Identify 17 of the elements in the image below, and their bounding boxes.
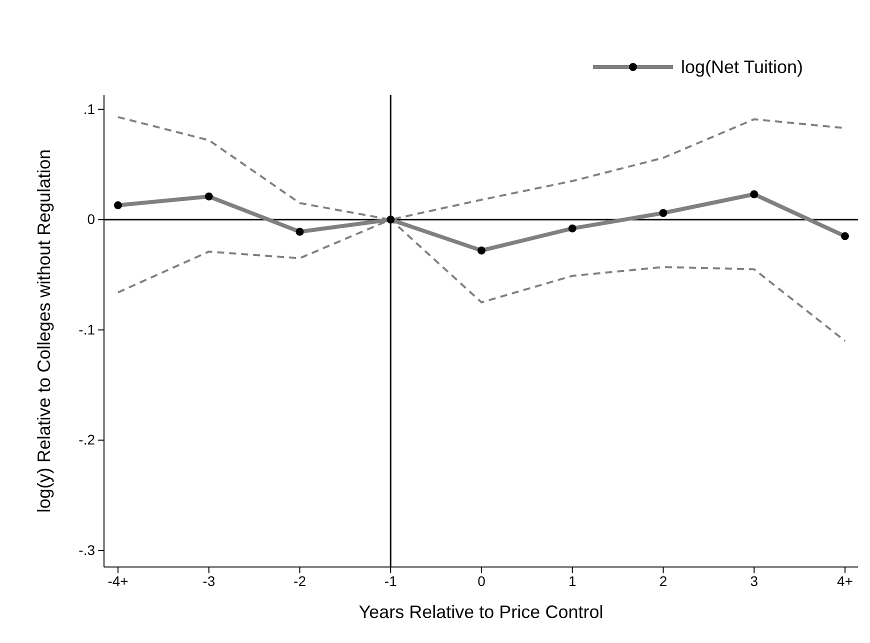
- x-tick-label: -3: [202, 572, 216, 589]
- x-axis-title: Years Relative to Price Control: [358, 602, 604, 622]
- x-tick-label: 3: [750, 572, 758, 589]
- x-tick-label: 2: [659, 572, 668, 589]
- x-tick-label: 1: [568, 572, 576, 589]
- x-tick-label: -4+: [108, 572, 128, 589]
- x-tick-label: 4+: [837, 572, 853, 589]
- y-tick-label: -.1: [78, 321, 96, 338]
- x-tick-label: 0: [478, 572, 486, 589]
- x-tick-label: -1: [384, 572, 398, 589]
- y-tick-label: -.2: [78, 432, 96, 448]
- y-tick-label: 0: [87, 211, 96, 228]
- y-axis-title: log(y) Relative to Colleges without Regulation: [34, 149, 54, 513]
- y-tick-label: -.3: [78, 542, 96, 558]
- x-tick-label: -2: [294, 572, 306, 589]
- y-tick-label: .1: [83, 100, 96, 117]
- legend-label: log(Net Tuition): [681, 57, 804, 77]
